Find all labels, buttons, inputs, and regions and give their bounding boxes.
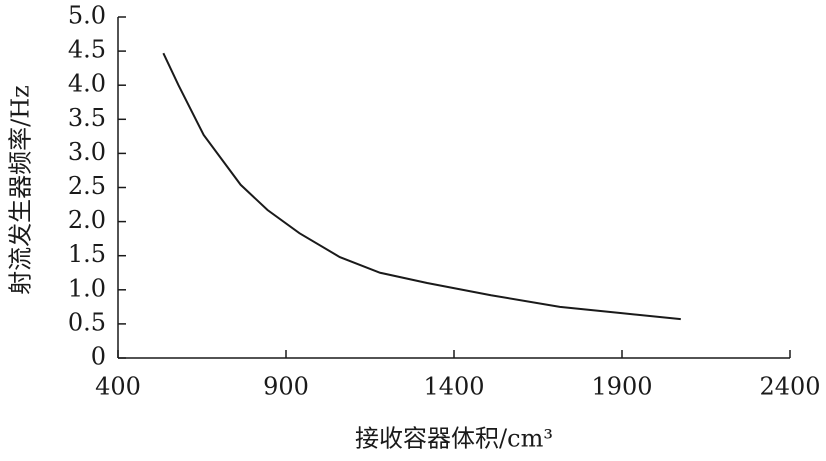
y-tick-label: 3.5 — [68, 104, 106, 132]
y-tick-label: 1.0 — [68, 274, 106, 302]
x-tick-label: 400 — [95, 373, 141, 401]
y-tick-label: 1.5 — [68, 240, 106, 268]
y-tick-label: 4.5 — [68, 36, 106, 64]
x-tick-label: 900 — [263, 373, 309, 401]
y-tick-label: 2.0 — [68, 206, 106, 234]
y-tick-label: 2.5 — [68, 172, 106, 200]
x-tick-label: 1900 — [591, 373, 652, 401]
y-axis-label: 射流发生器频率/Hz — [7, 85, 35, 295]
y-tick-label: 5.0 — [68, 2, 106, 30]
y-tick-label: 4.0 — [68, 70, 106, 98]
y-tick-label: 3.0 — [68, 138, 106, 166]
y-tick-label: 0 — [91, 343, 106, 371]
x-tick-label: 2400 — [759, 373, 820, 401]
x-axis-label: 接收容器体积/cm³ — [355, 425, 553, 453]
y-tick-label: 0.5 — [68, 308, 106, 336]
x-tick-label: 1400 — [423, 373, 484, 401]
line-series — [162, 52, 681, 321]
